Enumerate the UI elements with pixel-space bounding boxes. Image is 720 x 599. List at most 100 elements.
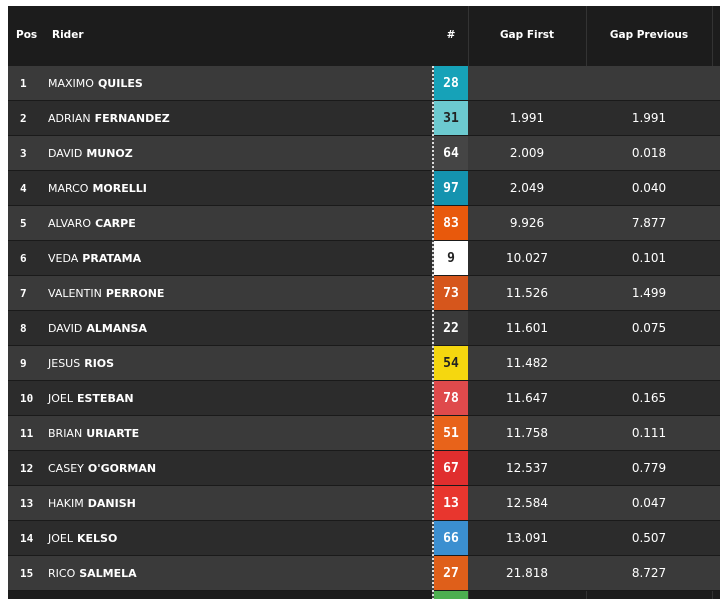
rider-name: ALVARO CARPE <box>48 206 428 240</box>
gap-first: 2.009 <box>509 146 545 160</box>
table-row: 12 CASEY O'GORMAN 67 12.537 0.779 <box>8 451 720 486</box>
table-row: 3 DAVID MUNOZ 64 2.009 0.018 <box>8 136 720 171</box>
rider-number: 73 <box>434 276 468 310</box>
rider-name: ADRIAN FERNANDEZ <box>48 101 428 135</box>
rider-name: MARCO MORELLI <box>48 171 428 205</box>
table-row: 7 VALENTIN PERRONE 73 11.526 1.499 <box>8 276 720 311</box>
header-cell: Gap First <box>499 29 555 41</box>
rider-first-name: DAVID <box>48 321 83 335</box>
rider-first-name: MARCO <box>48 181 89 195</box>
rider-last-name: DANISH <box>87 496 136 510</box>
rider-number: 13 <box>434 486 468 520</box>
rider-number: 31 <box>434 101 468 135</box>
position: 6 <box>20 251 27 265</box>
rider-name: JESUS RIOS <box>48 346 428 380</box>
gap-previous: 1.991 <box>631 111 667 125</box>
rider-number: 27 <box>434 556 468 590</box>
position: 11 <box>20 426 34 440</box>
position: 4 <box>20 181 27 195</box>
table-row: 11 BRIAN URIARTE 51 11.758 0.111 <box>8 416 720 451</box>
rider-number: 78 <box>434 381 468 415</box>
rider-last-name: FERNANDEZ <box>94 111 170 125</box>
position: 15 <box>20 566 34 580</box>
table-row: 14 JOEL KELSO 66 13.091 0.507 <box>8 521 720 556</box>
rider-number: 51 <box>434 416 468 450</box>
gap-previous: 7.877 <box>631 216 667 230</box>
gap-first: 12.537 <box>506 461 548 475</box>
rider-first-name: VEDA <box>48 251 79 265</box>
rider-first-name: ADRIAN <box>48 111 91 125</box>
rider-number: 28 <box>434 66 468 100</box>
position: 13 <box>20 496 34 510</box>
rider-first-name: JOEL <box>48 391 73 405</box>
table-row: 5 ALVARO CARPE 83 9.926 7.877 <box>8 206 720 241</box>
gap-first: 13.091 <box>506 531 548 545</box>
gap-first: 2.049 <box>509 181 545 195</box>
rider-last-name: MUNOZ <box>86 146 133 160</box>
rider-number: 97 <box>434 171 468 205</box>
rider-name: DAVID ALMANSA <box>48 311 428 345</box>
gap-previous: 1.499 <box>631 286 667 300</box>
rider-first-name: DAVID <box>48 146 83 160</box>
position: 14 <box>20 531 34 545</box>
rider-name: HAKIM DANISH <box>48 486 428 520</box>
rider-first-name: CASEY <box>48 461 84 475</box>
gap-first: 11.601 <box>506 321 548 335</box>
gap-previous: 0.018 <box>631 146 667 160</box>
gap-previous: 0.047 <box>631 496 667 510</box>
table-row: 9 JESUS RIOS 54 11.482 <box>8 346 720 381</box>
rider-first-name: RICO <box>48 566 76 580</box>
gap-first: 10.027 <box>506 251 548 265</box>
header-cell: Pos <box>16 29 38 41</box>
rider-number: 64 <box>434 136 468 170</box>
gap-previous: 0.040 <box>631 181 667 195</box>
gap-previous: 0.075 <box>631 321 667 335</box>
table-row: 8 DAVID ALMANSA 22 11.601 0.075 <box>8 311 720 346</box>
rider-last-name: CARPE <box>95 216 136 230</box>
position: 8 <box>20 321 27 335</box>
rider-last-name: RIOS <box>84 356 115 370</box>
gap-previous: 0.507 <box>631 531 667 545</box>
rider-name: JOEL KELSO <box>48 521 428 555</box>
position: 9 <box>20 356 27 370</box>
rider-last-name: QUILES <box>97 76 143 90</box>
rider-name: JOEL ESTEBAN <box>48 381 428 415</box>
rider-first-name: VALENTIN <box>48 286 102 300</box>
rider-number: 66 <box>434 521 468 555</box>
rider-number: 83 <box>434 206 468 240</box>
position: 3 <box>20 146 27 160</box>
rider-name: RICO SALMELA <box>48 556 428 590</box>
rider-last-name: SALMELA <box>79 566 137 580</box>
table-row: 6 VEDA PRATAMA 9 10.027 0.101 <box>8 241 720 276</box>
rider-first-name: HAKIM <box>48 496 84 510</box>
gap-previous: 0.101 <box>631 251 667 265</box>
rider-number: 9 <box>434 241 468 275</box>
table-row: 4 MARCO MORELLI 97 2.049 0.040 <box>8 171 720 206</box>
rider-number: 67 <box>434 451 468 485</box>
rider-last-name: ESTEBAN <box>76 391 134 405</box>
header-cell: # <box>446 29 456 41</box>
gap-first: 21.818 <box>506 566 548 580</box>
rider-name: DAVID MUNOZ <box>48 136 428 170</box>
table-row: 15 RICO SALMELA 27 21.818 8.727 <box>8 556 720 591</box>
position: 1 <box>20 76 27 90</box>
rider-first-name: BRIAN <box>48 426 83 440</box>
gap-previous: 0.111 <box>631 426 667 440</box>
gap-first: 9.926 <box>509 216 545 230</box>
position: 2 <box>20 111 27 125</box>
checkered-stripe <box>432 66 434 599</box>
gap-previous: 0.165 <box>631 391 667 405</box>
rider-name: VALENTIN PERRONE <box>48 276 428 310</box>
position: 12 <box>20 461 34 475</box>
rider-last-name: KELSO <box>76 531 118 545</box>
header-cell: Gap Previous <box>609 29 689 41</box>
gap-previous: 0.779 <box>631 461 667 475</box>
gap-first: 11.482 <box>506 356 548 370</box>
gap-first: 12.584 <box>506 496 548 510</box>
table-row: 2 ADRIAN FERNANDEZ 31 1.991 1.991 <box>8 101 720 136</box>
gap-first: 11.526 <box>506 286 548 300</box>
header-row <box>8 6 720 66</box>
position: 7 <box>20 286 27 300</box>
position: 10 <box>20 391 34 405</box>
rider-name: CASEY O'GORMAN <box>48 451 428 485</box>
